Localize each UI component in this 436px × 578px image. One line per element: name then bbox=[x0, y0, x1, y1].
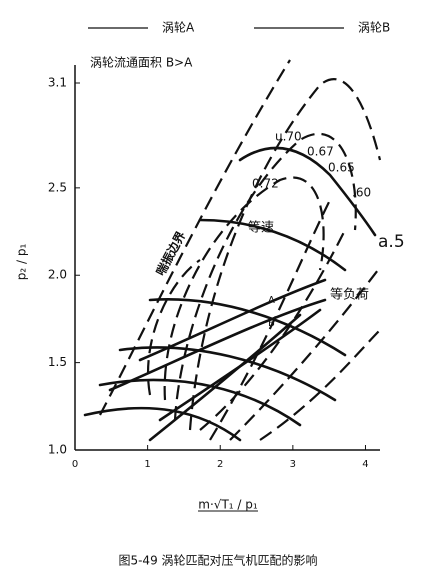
x-tick-label: 4 bbox=[362, 459, 368, 470]
legend-label: 涡轮A bbox=[162, 21, 195, 35]
annotation: 等速 bbox=[248, 220, 274, 236]
y-tick-label: 1.5 bbox=[48, 355, 67, 369]
x-tick-label: 0 bbox=[72, 459, 78, 470]
annotation: B bbox=[268, 318, 275, 329]
x-tick-label: 1 bbox=[144, 459, 150, 470]
annotation: A bbox=[268, 295, 275, 306]
annotation: a.5 bbox=[378, 232, 405, 252]
annotation: 等负荷 bbox=[330, 287, 369, 303]
y-tick-label: 1.0 bbox=[48, 443, 67, 457]
x-tick-label: 2 bbox=[217, 459, 223, 470]
annotation: 0.72 bbox=[252, 177, 279, 191]
x-tick-label: 3 bbox=[290, 459, 296, 470]
y-tick-label: 2.5 bbox=[48, 180, 67, 194]
y-tick-label: 3.1 bbox=[48, 76, 67, 90]
subtitle: 涡轮流通面积 B>A bbox=[90, 56, 193, 70]
y-axis-label: p₂ / p₁ bbox=[15, 244, 29, 281]
annotation: u.70 bbox=[275, 130, 302, 144]
legend-label: 涡轮B bbox=[358, 21, 390, 35]
y-tick-label: 2.0 bbox=[48, 268, 67, 282]
curves bbox=[83, 59, 382, 442]
annotation: 0.65 bbox=[328, 161, 355, 175]
annotation: 0.67 bbox=[307, 145, 334, 159]
x-axis-label: m·√T₁ / p₁ bbox=[198, 498, 258, 512]
caption: 图5-49 涡轮匹配对压气机匹配的影响 bbox=[118, 553, 317, 568]
annotation: .60 bbox=[352, 186, 371, 200]
